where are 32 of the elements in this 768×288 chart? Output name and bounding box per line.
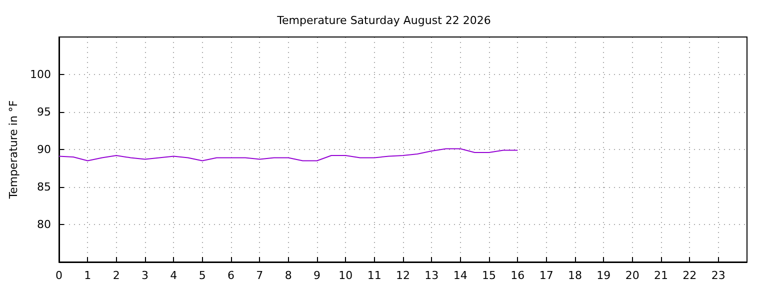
x-tick-label: 6 [228, 269, 234, 282]
x-tick-label: 11 [367, 269, 382, 282]
chart-title: Temperature Saturday August 22 2026 [276, 14, 491, 27]
x-tick-label: 17 [539, 269, 554, 282]
x-tick-label: 1 [84, 269, 92, 282]
y-tick-label: 90 [37, 143, 51, 156]
y-tick-label: 95 [37, 106, 51, 118]
y-tick-label: 100 [30, 68, 51, 81]
x-tick-label: 0 [56, 269, 62, 282]
x-tick-label: 20 [625, 269, 640, 282]
x-tick-label: 3 [142, 269, 148, 282]
x-tick-label: 12 [396, 269, 410, 282]
line-series [58, 148, 518, 162]
y-tick-label: 85 [37, 180, 51, 194]
x-tick-label: 9 [314, 269, 320, 282]
x-tick-label: 15 [482, 269, 496, 282]
x-tick-label: 4 [170, 269, 178, 282]
x-tick-label: 5 [198, 269, 206, 282]
y-tick-label: 80 [37, 218, 51, 231]
x-tick-label: 8 [284, 269, 292, 282]
x-tick-label: 7 [256, 269, 264, 282]
x-tick-label: 2 [112, 269, 120, 282]
x-tick-label: 19 [596, 269, 611, 282]
x-tick-label: 14 [453, 269, 468, 282]
x-tick-label: 22 [682, 269, 697, 282]
x-tick-label: 16 [510, 269, 525, 282]
x-tick-label: 18 [568, 269, 582, 282]
x-tick-label: 21 [654, 269, 668, 282]
x-tick-label: 23 [711, 269, 726, 282]
x-tick-label: 13 [424, 269, 439, 282]
y-axis-title: Temperature in °F [7, 100, 20, 200]
x-tick-label: 10 [338, 269, 353, 282]
